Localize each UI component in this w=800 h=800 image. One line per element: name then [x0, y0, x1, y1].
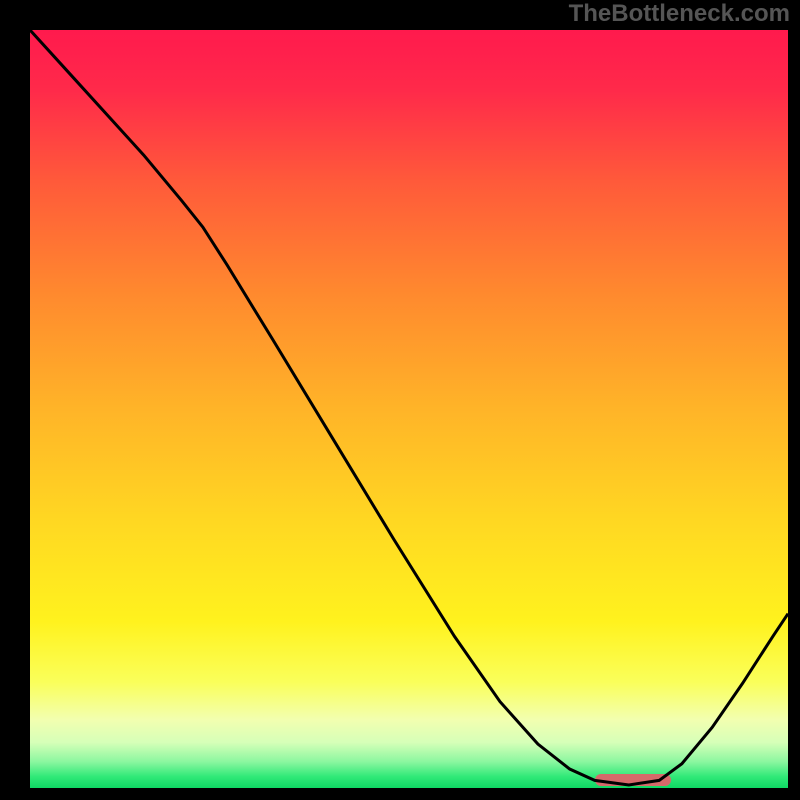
watermark-label: TheBottleneck.com	[569, 0, 790, 28]
chart-frame: { "watermark": { "text": "TheBottleneck.…	[0, 0, 800, 800]
plot-area	[30, 30, 788, 788]
heat-gradient-background	[30, 30, 788, 788]
optimum-marker	[595, 774, 671, 786]
